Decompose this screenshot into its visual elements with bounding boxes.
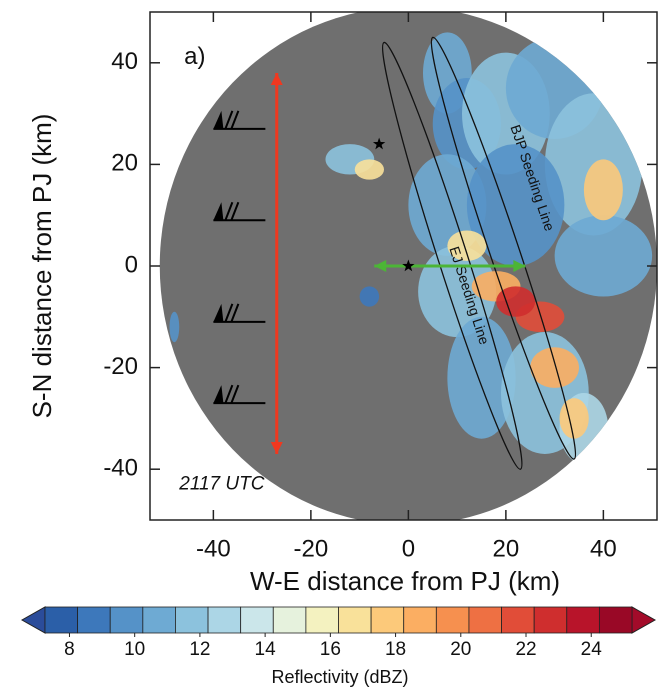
wind-barb xyxy=(213,201,266,222)
colorbar-tick-label: 24 xyxy=(581,639,603,660)
barb-feather xyxy=(230,201,240,221)
echo-region xyxy=(583,159,623,221)
colorbar-tick-label: 8 xyxy=(64,639,75,660)
colorbar-label: Reflectivity (dBZ) xyxy=(271,667,408,687)
echo-field xyxy=(169,32,653,465)
echo-region xyxy=(466,144,565,266)
wind-barb xyxy=(213,384,266,405)
time-label: 2117 UTC xyxy=(178,473,264,494)
colorbar-bin xyxy=(77,606,111,634)
colorbar-bin xyxy=(240,606,274,634)
barb-feather xyxy=(224,201,234,221)
x-tick-label: 40 xyxy=(590,535,617,562)
colorbar-bin xyxy=(175,606,209,634)
wind-barb xyxy=(213,110,266,130)
barb-pennant xyxy=(213,202,224,221)
y-axis-label: S-N distance from PJ (km) xyxy=(27,114,57,419)
colorbar-over xyxy=(631,606,657,634)
colorbar-bin xyxy=(533,606,568,634)
barb-feather xyxy=(224,384,234,404)
seeding-line xyxy=(381,41,523,470)
x-tick-label: -40 xyxy=(196,535,231,562)
barb-feather xyxy=(230,303,240,323)
x-tick-label: 0 xyxy=(402,535,415,562)
colorbar-tick-label: 10 xyxy=(124,639,145,660)
barb-pennant xyxy=(213,303,224,322)
panel-label: a) xyxy=(184,43,205,70)
site-star xyxy=(402,259,415,272)
barb-feather xyxy=(230,384,240,404)
colorbar-tick-label: 18 xyxy=(385,639,406,660)
colorbar-tick-label: 12 xyxy=(189,639,210,660)
colorbar-tick-label: 14 xyxy=(255,639,277,660)
wind-barb xyxy=(213,303,266,323)
y-tick-label: 20 xyxy=(111,150,138,177)
colorbar: 8 10 12 14 16 18 20 22 24 xyxy=(20,606,657,660)
colorbar-bin xyxy=(44,606,79,634)
colorbar-bin xyxy=(566,606,600,634)
seeding-line xyxy=(430,36,577,460)
echo-region xyxy=(169,311,180,343)
echo-region xyxy=(447,316,516,439)
echo-region xyxy=(447,230,487,261)
echo-region xyxy=(530,347,579,388)
echo-region xyxy=(559,398,589,439)
barb-feather xyxy=(224,110,234,130)
y-tick-label: -20 xyxy=(103,353,138,380)
colorbar-tick-label: 20 xyxy=(450,639,471,660)
y-tick-label: 40 xyxy=(111,48,138,75)
colorbar-bin xyxy=(305,606,339,634)
barb-feather xyxy=(224,303,234,323)
x-tick-label: -20 xyxy=(294,535,329,562)
echo-region xyxy=(554,215,653,297)
echo-region xyxy=(496,286,536,317)
arrow-head xyxy=(270,441,283,454)
barb-pennant xyxy=(213,385,224,404)
echo-region xyxy=(354,159,384,180)
y-tick-label: 0 xyxy=(125,251,138,278)
colorbar-tick-label: 22 xyxy=(515,639,536,660)
colorbar-bin xyxy=(109,606,144,634)
colorbar-bin xyxy=(370,606,405,634)
site-star xyxy=(372,137,386,150)
y-tick-label: -40 xyxy=(103,455,138,482)
colorbar-bin xyxy=(435,606,470,634)
colorbar-bin xyxy=(598,606,633,634)
barb-feather xyxy=(230,110,240,130)
x-axis-label: W-E distance from PJ (km) xyxy=(250,566,560,596)
barb-pennant xyxy=(213,110,224,129)
echo-region xyxy=(359,286,380,307)
colorbar-tick-label: 16 xyxy=(320,639,341,660)
colorbar-bin xyxy=(338,606,372,634)
arrow-head xyxy=(270,72,283,85)
colorbar-bin xyxy=(142,606,176,634)
arrow xyxy=(374,260,526,272)
colorbar-under xyxy=(20,606,46,634)
colorbar-bin xyxy=(403,606,437,634)
echo-region xyxy=(418,245,497,338)
colorbar-bin xyxy=(207,606,242,634)
arrow xyxy=(270,72,283,454)
colorbar-bin xyxy=(468,606,502,634)
colorbar-bin xyxy=(272,606,307,634)
arrow-head xyxy=(513,260,526,272)
colorbar-bin xyxy=(501,606,535,634)
x-tick-label: 20 xyxy=(493,535,520,562)
arrow-head xyxy=(374,260,387,272)
